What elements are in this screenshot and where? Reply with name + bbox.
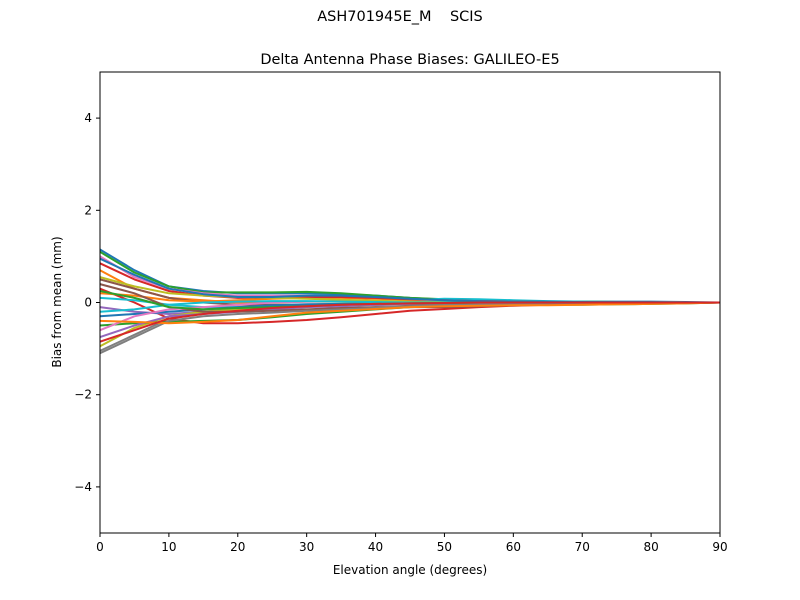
y-axis: −4 −2 0 2 4 bbox=[74, 111, 100, 494]
x-tick-label: 20 bbox=[230, 540, 245, 554]
series-line-24 bbox=[99, 301, 720, 343]
series-line-21 bbox=[99, 257, 720, 304]
x-tick-label: 80 bbox=[643, 540, 658, 554]
x-axis: 0 10 20 30 40 50 60 70 80 90 bbox=[96, 533, 728, 554]
x-tick-label: 30 bbox=[299, 540, 314, 554]
series-lines bbox=[99, 248, 721, 355]
y-tick-label: −2 bbox=[74, 388, 92, 402]
y-tick-label: −4 bbox=[74, 480, 92, 494]
x-tick-label: 60 bbox=[506, 540, 521, 554]
chart-title: Delta Antenna Phase Biases: GALILEO-E5 bbox=[260, 52, 559, 68]
x-tick-label: 0 bbox=[96, 540, 104, 554]
x-tick-label: 10 bbox=[161, 540, 176, 554]
x-tick-label: 70 bbox=[575, 540, 590, 554]
x-tick-label: 40 bbox=[368, 540, 383, 554]
figure-suptitle: ASH701945E_M SCIS bbox=[317, 9, 483, 25]
y-axis-label: Bias from mean (mm) bbox=[50, 236, 64, 367]
x-axis-label: Elevation angle (degrees) bbox=[333, 563, 487, 577]
series-line-14 bbox=[99, 262, 720, 304]
x-tick-label: 90 bbox=[712, 540, 727, 554]
x-tick-label: 50 bbox=[437, 540, 452, 554]
series-line-22 bbox=[99, 301, 721, 325]
y-tick-label: 0 bbox=[84, 296, 92, 310]
y-tick-label: 2 bbox=[84, 203, 92, 217]
y-tick-label: 4 bbox=[84, 111, 92, 125]
